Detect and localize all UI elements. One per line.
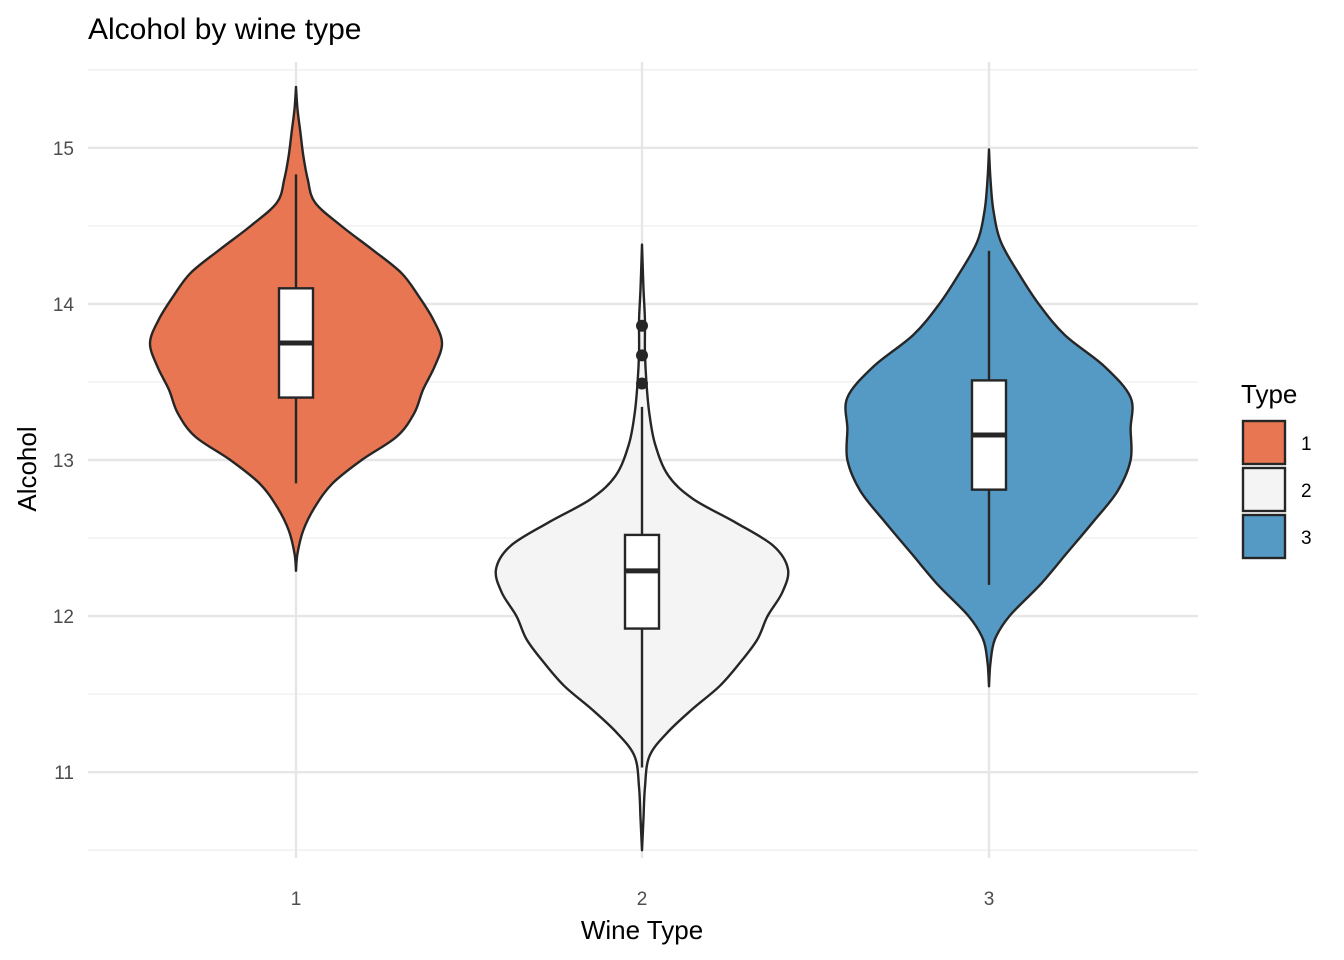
- outlier-point: [636, 377, 648, 390]
- x-axis-title: Wine Type: [581, 915, 703, 945]
- violin-group-3: [844, 148, 1134, 688]
- y-tick-label: 11: [54, 763, 74, 784]
- violins: [148, 85, 1134, 852]
- outlier-point: [636, 349, 648, 362]
- violin-group-2: [494, 243, 790, 852]
- legend-key-3: [1241, 513, 1287, 560]
- legend-label: 3: [1301, 528, 1312, 549]
- legend-items: 1 2 3: [1241, 419, 1312, 560]
- legend-title: Type: [1241, 379, 1297, 409]
- outlier-point: [636, 319, 648, 332]
- y-axis-title: Alcohol: [12, 426, 42, 511]
- chart-title: Alcohol by wine type: [88, 13, 362, 46]
- x-tick-label: 2: [637, 889, 648, 910]
- legend-label: 2: [1301, 481, 1312, 502]
- y-tick-label: 15: [53, 139, 74, 160]
- legend: Type 1 2 3: [1241, 379, 1312, 560]
- legend-key-1: [1241, 419, 1287, 466]
- y-tick-label: 13: [53, 451, 74, 472]
- legend-label: 1: [1301, 434, 1312, 455]
- legend-key-2: [1241, 466, 1287, 513]
- box-iqr: [623, 533, 661, 630]
- x-tick-label: 3: [984, 889, 995, 910]
- y-axis-ticks: 11 12 13 14 15: [53, 139, 75, 784]
- violin-group-1: [148, 85, 444, 573]
- y-tick-label: 14: [53, 295, 75, 316]
- x-axis-ticks: 1 2 3: [291, 889, 995, 910]
- y-tick-label: 12: [53, 607, 74, 628]
- x-tick-label: 1: [291, 889, 302, 910]
